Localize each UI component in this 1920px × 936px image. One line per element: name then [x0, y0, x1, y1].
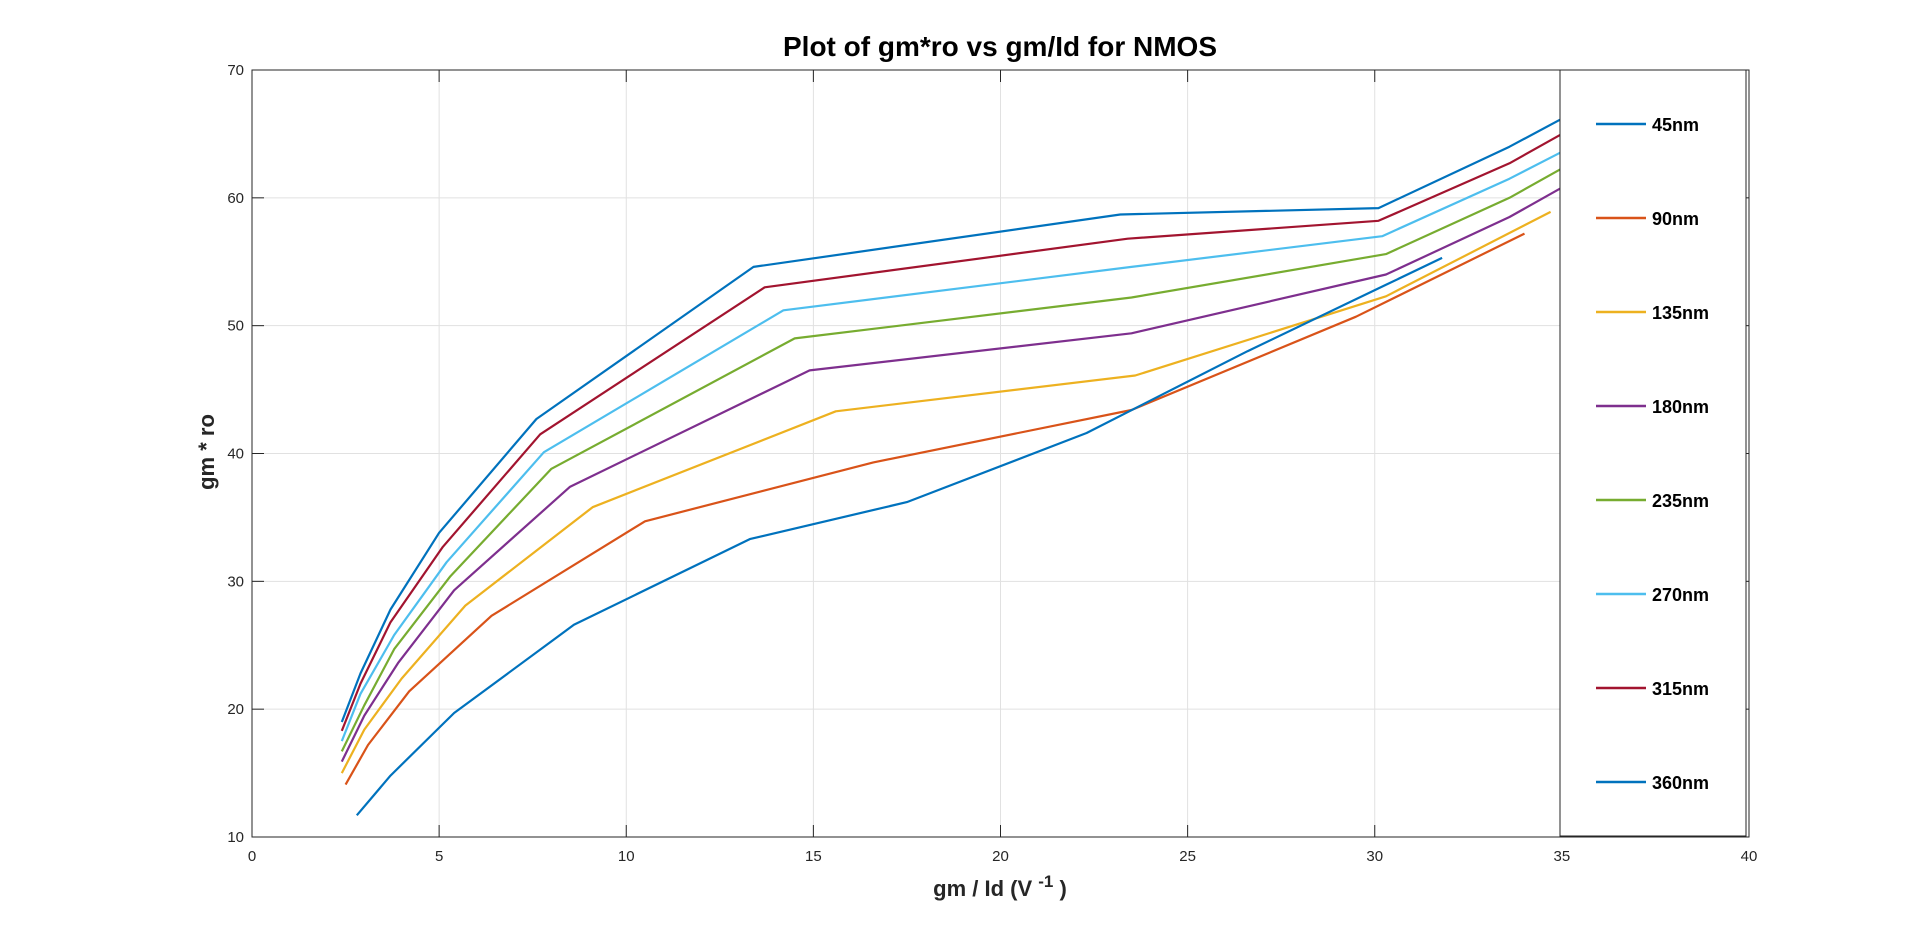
y-axis-label: gm * ro [194, 414, 219, 490]
x-tick-label: 35 [1554, 848, 1571, 865]
legend-label: 45nm [1652, 115, 1699, 135]
legend-label: 360nm [1652, 773, 1709, 793]
x-tick-label: 25 [1179, 848, 1196, 865]
legend-item-235nm: 235nm [1596, 491, 1709, 511]
y-tick-label: 10 [227, 829, 244, 846]
legend-label: 180nm [1652, 397, 1709, 417]
grid [251, 69, 1750, 838]
series-line-45nm [340, 113, 1570, 723]
x-tick-label: 40 [1741, 848, 1758, 865]
legend-item-315nm: 315nm [1596, 679, 1709, 699]
y-tick-label: 20 [227, 701, 244, 718]
legend-item-90nm: 90nm [1596, 209, 1699, 229]
axes: 0 5 10 15 20 25 30 35 40 10 20 30 40 50 60 70 [227, 62, 1757, 865]
series-layer [340, 113, 1570, 817]
x-tick-label: 0 [248, 848, 256, 865]
legend-label: 135nm [1652, 303, 1709, 323]
series-line-360nm [355, 256, 1443, 817]
series-line-135nm [340, 210, 1552, 774]
x-tick-label: 30 [1366, 848, 1383, 865]
legend-item-45nm: 45nm [1596, 115, 1699, 135]
x-tick-label: 20 [992, 848, 1009, 865]
legend-label: 235nm [1652, 491, 1709, 511]
legend-item-135nm: 135nm [1596, 303, 1709, 323]
y-tick-label: 60 [227, 190, 244, 207]
x-axis-label: gm / Id (V -1 ) [933, 867, 1067, 901]
series-line-180nm [340, 186, 1563, 763]
legend-item-360nm: 360nm [1596, 773, 1709, 793]
legend-label: 270nm [1652, 585, 1709, 605]
legend-box [1559, 69, 1747, 837]
series-line-235nm [340, 167, 1563, 752]
series-line-90nm [344, 232, 1525, 786]
legend: 45nm 90nm 135nm 180nm 235nm 270nm 315nm 360nm [1559, 69, 1747, 837]
x-axis-label-text: gm / Id (V [933, 876, 1032, 901]
legend-label: 90nm [1652, 209, 1699, 229]
series-line-270nm [340, 150, 1563, 742]
legend-item-270nm: 270nm [1596, 585, 1709, 605]
y-tick-label: 50 [227, 318, 244, 335]
y-tick-label: 30 [227, 573, 244, 590]
y-tick-label: 40 [227, 446, 244, 463]
series-line-315nm [340, 132, 1563, 732]
x-tick-label: 15 [805, 848, 822, 865]
legend-label: 315nm [1652, 679, 1709, 699]
y-tick-label: 70 [227, 62, 244, 79]
x-tick-label: 10 [618, 848, 635, 865]
x-axis-label-close: ) [1060, 876, 1067, 901]
x-axis-label-superscript: -1 [1038, 872, 1053, 891]
chart-title: Plot of gm*ro vs gm/Id for NMOS [783, 31, 1217, 62]
legend-item-180nm: 180nm [1596, 397, 1709, 417]
x-tick-label: 5 [435, 848, 443, 865]
